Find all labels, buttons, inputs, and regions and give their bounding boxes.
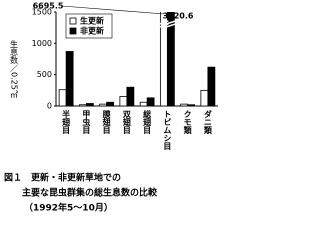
x-tick-label: 双翅目 [122, 110, 131, 135]
legend-swatch [69, 27, 77, 35]
legend-swatch [69, 17, 77, 25]
value-label: 6695.5 [33, 2, 64, 11]
y-axis-label: 生息数／0.25㎡ [10, 39, 19, 98]
caption: （1992年5～10月） [24, 202, 113, 214]
bar [106, 101, 115, 107]
bar [146, 97, 155, 107]
bar [139, 101, 148, 107]
x-tick-label: 半翅目 [62, 109, 71, 135]
legend-label: 生更新 [80, 16, 104, 26]
bar [99, 103, 108, 107]
caption: 図１ 更新・非更新草地での [4, 172, 121, 184]
bar [159, 12, 168, 107]
legend-label: 非更新 [80, 26, 104, 36]
bar [200, 89, 209, 107]
bars [58, 12, 216, 107]
y-tick-label: 1000 [32, 39, 52, 48]
y-tick-label: 1500 [32, 8, 52, 17]
bar [85, 103, 94, 107]
x-tick-label: ダニ類 [202, 109, 212, 135]
bar [187, 104, 196, 107]
leader-line [163, 13, 171, 17]
x-tick-label: トビムシ目 [163, 110, 172, 151]
x-tick-label: 総翅目 [143, 109, 152, 135]
bar [119, 96, 128, 107]
bar [207, 66, 216, 107]
x-tick-label: 甲虫目 [82, 110, 91, 135]
value-label: 3620.6 [163, 12, 194, 21]
chart: 生息数／0.25㎡ 図１ 更新・非更新草地での 主要な昆虫群集の総生息数の比較 … [4, 2, 218, 214]
bar [180, 103, 189, 107]
bar [58, 89, 67, 107]
y-tick-label: 0 [47, 102, 52, 111]
x-tick-label: 膜翅目 [102, 109, 111, 135]
bar [126, 86, 135, 107]
y-tick-label: 500 [37, 70, 52, 79]
bar [166, 12, 175, 107]
caption: 主要な昆虫群集の総生息数の比較 [22, 187, 158, 199]
x-tick-label: クモ類 [182, 110, 192, 135]
break-mark [166, 20, 176, 28]
bar [65, 51, 74, 107]
bar [78, 104, 87, 107]
leader-line [61, 5, 164, 15]
